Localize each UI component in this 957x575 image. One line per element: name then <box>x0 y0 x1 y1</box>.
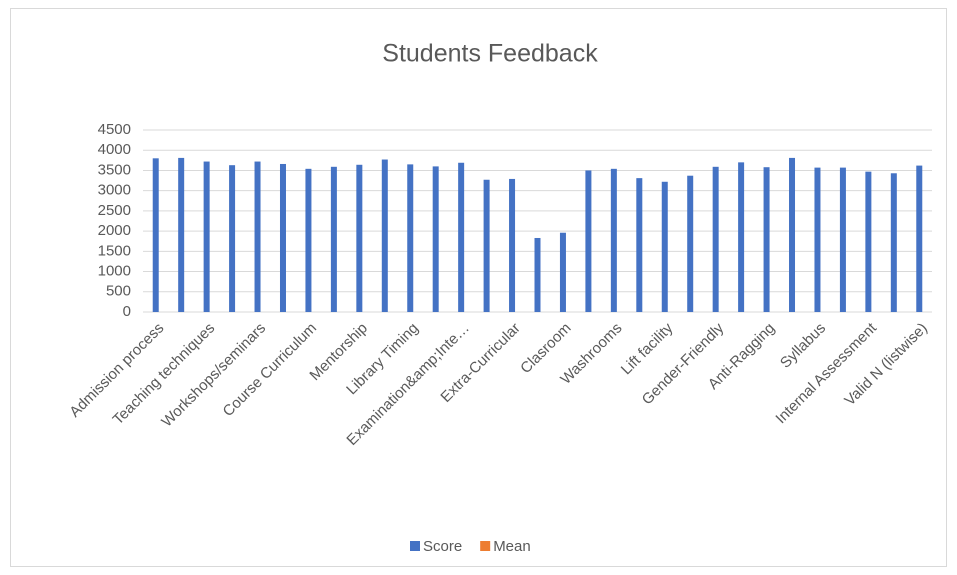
bar <box>330 166 337 312</box>
legend-label: Mean <box>493 538 531 555</box>
bar <box>865 171 872 312</box>
y-tick-label: 4000 <box>98 141 131 158</box>
bar <box>585 170 592 312</box>
bar <box>738 162 745 312</box>
bar <box>559 232 566 312</box>
bar <box>789 157 796 312</box>
bar <box>534 237 541 312</box>
y-tick-label: 3500 <box>98 161 131 178</box>
bar <box>458 162 465 312</box>
bar <box>407 164 414 312</box>
bar <box>279 163 286 312</box>
bar <box>890 173 897 312</box>
bar <box>432 166 439 312</box>
bar <box>356 164 363 312</box>
bar <box>229 165 236 312</box>
y-tick-label: 500 <box>106 283 131 300</box>
bar <box>509 178 516 312</box>
y-tick-label: 4500 <box>98 121 131 138</box>
y-tick-label: 2000 <box>98 222 131 239</box>
bar <box>712 166 719 312</box>
bar <box>152 158 159 312</box>
y-tick-label: 3000 <box>98 182 131 199</box>
bar <box>610 168 617 312</box>
legend-swatch <box>480 541 491 551</box>
bar <box>763 167 770 312</box>
bar <box>636 178 643 312</box>
bar <box>687 175 694 312</box>
y-tick-label: 2500 <box>98 202 131 219</box>
bar <box>814 167 821 312</box>
bar <box>483 179 490 312</box>
y-tick-label: 1500 <box>98 242 131 259</box>
bar <box>916 165 923 312</box>
bar <box>661 181 668 312</box>
chart-frame <box>10 8 947 567</box>
bar <box>381 159 388 312</box>
bar <box>203 161 210 312</box>
bar <box>178 157 185 312</box>
legend-swatch <box>410 541 420 551</box>
bar <box>254 161 261 312</box>
bar <box>305 168 312 312</box>
y-tick-label: 0 <box>123 303 131 320</box>
legend-label: Score <box>423 538 462 555</box>
chart-title: Students Feedback <box>382 40 598 68</box>
y-tick-label: 1000 <box>98 263 131 280</box>
bar <box>839 167 846 312</box>
